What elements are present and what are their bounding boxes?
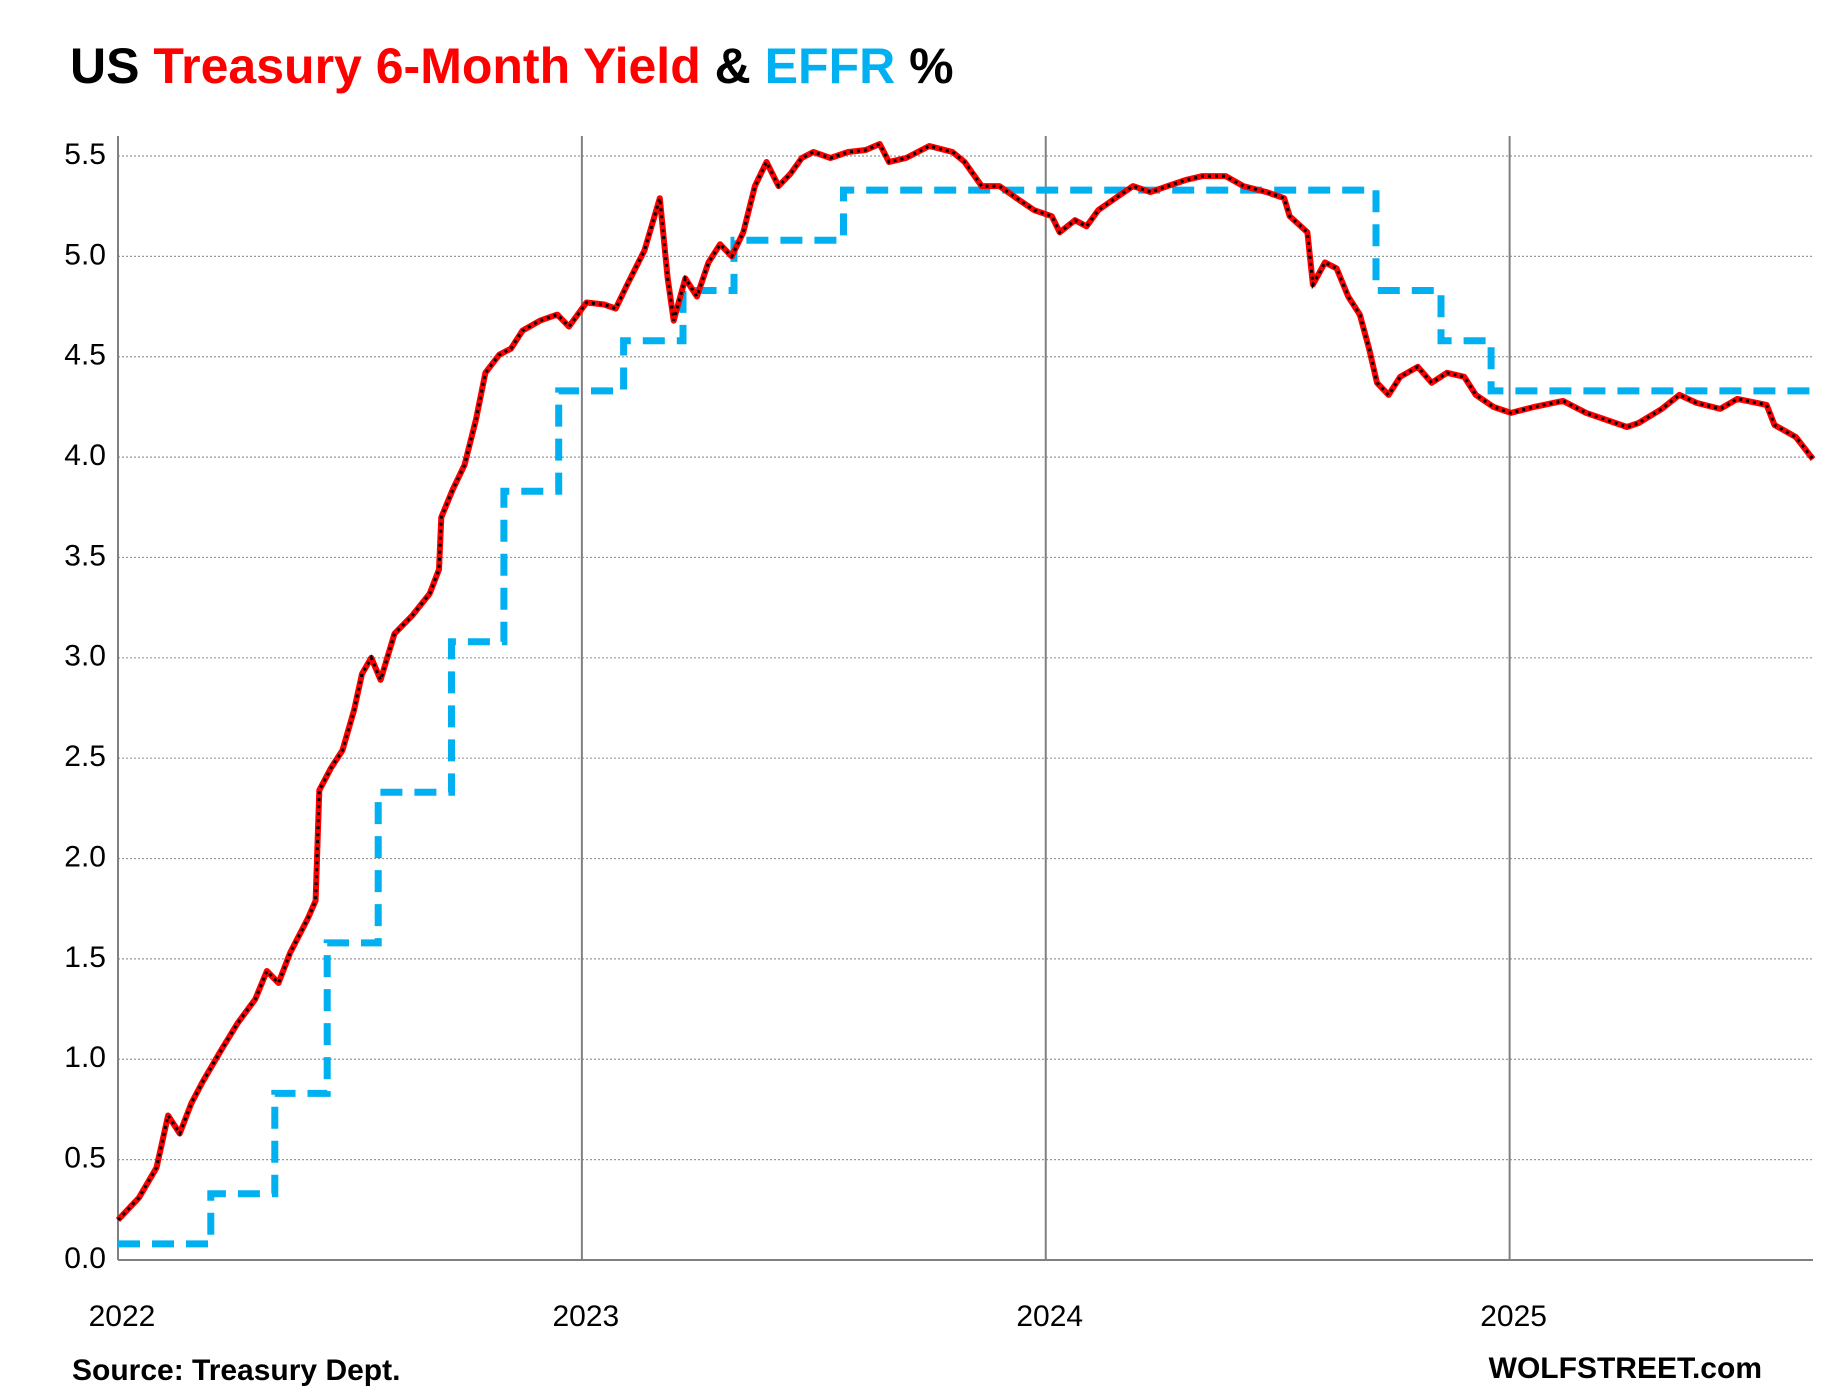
source: Source: Treasury Dept. (72, 1354, 400, 1387)
series-line-overlay (116, 142, 1815, 1221)
y-tick-label: 2.0 (64, 840, 106, 873)
title-part: & (715, 38, 751, 94)
watermark: WOLFSTREET.com (1489, 1352, 1762, 1385)
chart-title: US Treasury 6-Month Yield & EFFR % (70, 38, 954, 94)
y-tick-label: 3.5 (64, 539, 106, 572)
title-part: US (70, 38, 139, 94)
y-tick-label: 5.5 (64, 138, 106, 171)
series-line (118, 186, 1813, 1248)
series-line (115, 141, 1816, 1222)
x-tick-label: 2022 (89, 1300, 156, 1333)
y-tick-label: 5.0 (64, 238, 106, 271)
y-tick-label: 3.0 (64, 640, 106, 673)
title-series: Treasury 6-Month Yield (153, 38, 700, 94)
y-tick-label: 0.0 (64, 1242, 106, 1275)
x-tick-label: 2023 (553, 1300, 620, 1333)
y-tick-label: 4.5 (64, 339, 106, 372)
x-tick-label: 2025 (1480, 1300, 1547, 1333)
y-tick-label: 1.5 (64, 941, 106, 974)
title-series: EFFR (765, 38, 896, 94)
y-tick-label: 4.0 (64, 439, 106, 472)
y-tick-label: 2.5 (64, 740, 106, 773)
y-tick-label: 1.0 (64, 1041, 106, 1074)
x-tick-label: 2024 (1016, 1300, 1083, 1333)
y-tick-label: 0.5 (64, 1142, 106, 1175)
title-part: % (909, 38, 953, 94)
